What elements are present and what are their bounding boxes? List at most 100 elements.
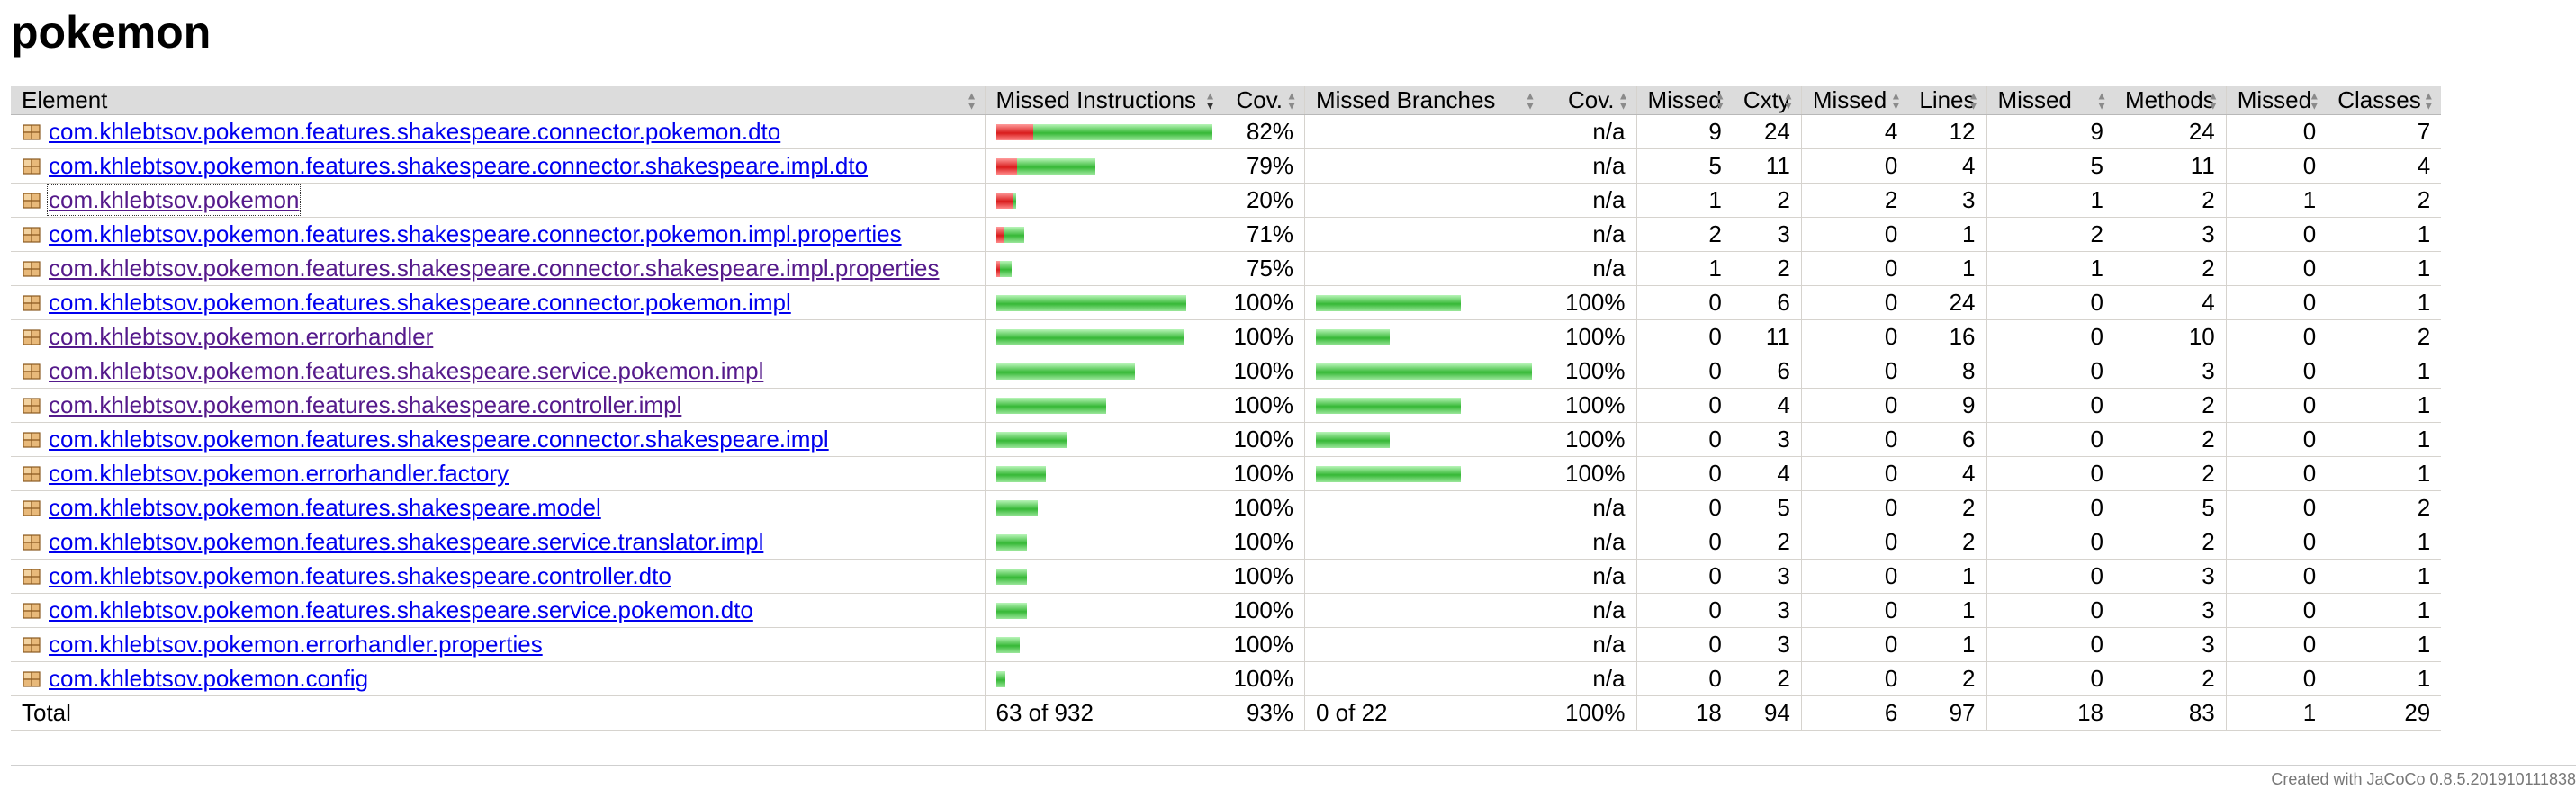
covered-bar-segment	[995, 363, 1135, 380]
header-methods[interactable]: Methods ▲ ▼	[2114, 86, 2227, 115]
package-link[interactable]: com.khlebtsov.pokemon.errorhandler.prope…	[49, 631, 543, 658]
element-cell: com.khlebtsov.pokemon.features.shakespea…	[11, 388, 985, 423]
instr-coverage: 75%	[1222, 251, 1305, 286]
missed-instructions-bar	[984, 490, 1223, 525]
missed-bar-segment	[995, 192, 1013, 209]
branch-coverage: n/a	[1543, 183, 1636, 218]
package-link[interactable]: com.khlebtsov.pokemon.features.shakespea…	[49, 152, 869, 179]
sort-icon: ▲ ▼	[1714, 89, 1725, 112]
total-branch-cov: 100%	[1543, 695, 1636, 731]
package-link[interactable]: com.khlebtsov.pokemon.features.shakespea…	[49, 220, 902, 247]
package-link[interactable]: com.khlebtsov.pokemon.features.shakespea…	[49, 596, 753, 623]
lines-value: 1	[1908, 559, 1987, 594]
package-link[interactable]: com.khlebtsov.pokemon.errorhandler.facto…	[49, 460, 509, 487]
covered-bar-segment	[1032, 123, 1212, 140]
missed-instructions-bar	[984, 525, 1223, 560]
element-cell: com.khlebtsov.pokemon.features.shakespea…	[11, 422, 985, 457]
package-link[interactable]: com.khlebtsov.pokemon.features.shakespea…	[49, 528, 764, 555]
package-link[interactable]: com.khlebtsov.pokemon.features.shakespea…	[49, 494, 601, 521]
lines-value: 1	[1908, 627, 1987, 662]
package-link[interactable]: com.khlebtsov.pokemon.features.shakespea…	[49, 391, 682, 418]
instr-coverage: 100%	[1222, 627, 1305, 662]
package-link[interactable]: com.khlebtsov.pokemon.features.shakespea…	[49, 118, 781, 145]
coverage-table: Element ▲ ▼ Missed Instructions ▲ ▼ Cov. ▲ ▼ M…	[11, 86, 2442, 731]
header-cxty[interactable]: Cxty ▲ ▼	[1732, 86, 1802, 115]
missed-branches-bar	[1304, 217, 1543, 252]
cxty-value: 6	[1732, 354, 1802, 389]
missed-cxty-value: 0	[1635, 388, 1733, 423]
table-row: com.khlebtsov.pokemon.errorhandler.prope…	[11, 627, 2442, 662]
header-missed-branches[interactable]: Missed Branches ▲ ▼	[1304, 86, 1543, 115]
header-missed-methods[interactable]: Missed ▲ ▼	[1986, 86, 2115, 115]
cxty-value: 2	[1732, 183, 1802, 218]
missed-branches-bar	[1304, 114, 1543, 149]
lines-value: 2	[1908, 490, 1987, 525]
missed-cxty-value: 1	[1635, 183, 1733, 218]
methods-value: 5	[2114, 490, 2227, 525]
branch-coverage: n/a	[1543, 525, 1636, 560]
sort-icon: ▲ ▼	[2207, 89, 2219, 112]
header-missed-lines[interactable]: Missed ▲ ▼	[1800, 86, 1909, 115]
instr-coverage: 100%	[1222, 354, 1305, 389]
missed-instructions-bar	[984, 559, 1223, 594]
table-row: com.khlebtsov.pokemon.errorhandler 100% 10…	[11, 319, 2442, 354]
package-link[interactable]: com.khlebtsov.pokemon.features.shakespea…	[49, 289, 791, 316]
covered-bar-segment	[1016, 157, 1095, 175]
total-lines: 97	[1908, 695, 1987, 731]
header-classes[interactable]: Classes ▲ ▼	[2327, 86, 2442, 115]
total-cxty: 94	[1732, 695, 1802, 731]
methods-value: 10	[2114, 319, 2227, 354]
classes-value: 4	[2327, 148, 2442, 184]
instr-coverage: 100%	[1222, 388, 1305, 423]
missed-instructions-bar	[984, 627, 1223, 662]
missed-classes-value: 0	[2225, 148, 2328, 184]
instr-coverage: 20%	[1222, 183, 1305, 218]
element-cell: com.khlebtsov.pokemon.features.shakespea…	[11, 559, 985, 594]
page-title: pokemon	[11, 7, 212, 58]
element-cell: com.khlebtsov.pokemon.features.shakespea…	[11, 593, 985, 628]
missed-cxty-value: 9	[1635, 114, 1733, 149]
total-label: Total	[11, 695, 985, 731]
missed-cxty-value: 0	[1635, 354, 1733, 389]
table-row: com.khlebtsov.pokemon.features.shakespea…	[11, 388, 2442, 423]
header-missed-classes[interactable]: Missed ▲ ▼	[2225, 86, 2328, 115]
package-link[interactable]: com.khlebtsov.pokemon.config	[49, 665, 369, 692]
missed-classes-value: 0	[2225, 627, 2328, 662]
branch-coverage: n/a	[1543, 114, 1636, 149]
header-lines[interactable]: Lines ▲ ▼	[1908, 86, 1987, 115]
missed-branches-bar	[1304, 456, 1543, 491]
instr-coverage: 100%	[1222, 285, 1305, 320]
package-link[interactable]: com.khlebtsov.pokemon.features.shakespea…	[49, 426, 829, 453]
cxty-value: 5	[1732, 490, 1802, 525]
package-link[interactable]: com.khlebtsov.pokemon.features.shakespea…	[49, 255, 940, 282]
element-cell: com.khlebtsov.pokemon.errorhandler.facto…	[11, 456, 985, 491]
header-element[interactable]: Element ▲ ▼	[11, 86, 985, 115]
sort-icon: ▲ ▼	[966, 89, 977, 112]
covered-bar-segment	[1012, 192, 1016, 209]
missed-cxty-value: 1	[1635, 251, 1733, 286]
header-missed-instructions[interactable]: Missed Instructions ▲ ▼	[984, 86, 1223, 115]
branch-coverage: n/a	[1543, 217, 1636, 252]
branch-coverage: 100%	[1543, 456, 1636, 491]
cxty-value: 3	[1732, 593, 1802, 628]
missed-instructions-bar	[984, 148, 1223, 184]
missed-branches-bar	[1304, 319, 1543, 354]
methods-value: 2	[2114, 422, 2227, 457]
package-link[interactable]: com.khlebtsov.pokemon	[46, 184, 302, 216]
branch-coverage: 100%	[1543, 354, 1636, 389]
missed-methods-value: 0	[1986, 593, 2115, 628]
header-missed-cxty[interactable]: Missed ▲ ▼	[1635, 86, 1733, 115]
package-link[interactable]: com.khlebtsov.pokemon.features.shakespea…	[49, 357, 764, 384]
classes-value: 1	[2327, 627, 2442, 662]
package-icon	[23, 602, 41, 619]
header-cov-branches[interactable]: Cov. ▲ ▼	[1543, 86, 1636, 115]
header-cov-instructions[interactable]: Cov. ▲ ▼	[1222, 86, 1305, 115]
methods-value: 2	[2114, 456, 2227, 491]
element-cell: com.khlebtsov.pokemon.features.shakespea…	[11, 148, 985, 184]
table-row: com.khlebtsov.pokemon.features.shakespea…	[11, 148, 2442, 184]
package-link[interactable]: com.khlebtsov.pokemon.features.shakespea…	[49, 562, 671, 589]
package-link[interactable]: com.khlebtsov.pokemon.errorhandler	[49, 323, 434, 350]
missed-lines-value: 0	[1800, 285, 1909, 320]
methods-value: 3	[2114, 627, 2227, 662]
sort-icon: ▲ ▼	[2096, 89, 2108, 112]
